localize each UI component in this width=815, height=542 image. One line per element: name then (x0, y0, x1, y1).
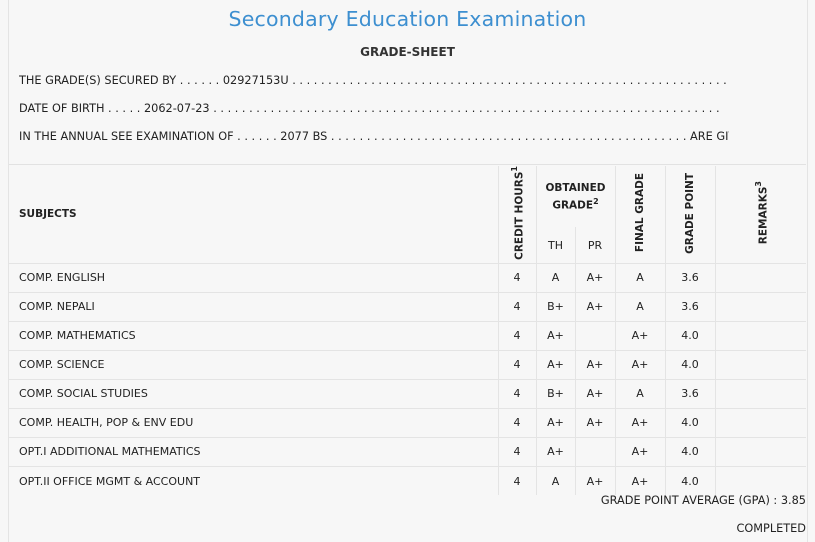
remarks-cell (714, 407, 806, 438)
practical-grade-cell (574, 320, 615, 351)
remarks-header: REMARKS3 (714, 166, 806, 264)
theory-grade-cell: A+ (535, 407, 575, 438)
table-row: COMP. HEALTH, POP & ENV EDU 4 A+ A+ A+ 4.0 (9, 407, 806, 438)
final-grade-cell: A (614, 291, 665, 322)
remarks-cell (714, 436, 806, 467)
final-grade-cell: A (614, 262, 665, 293)
subject-cell: OPT.I ADDITIONAL MATHEMATICS (9, 436, 498, 467)
secured-by-line: THE GRADE(S) SECURED BY . . . . . . 0292… (19, 74, 729, 87)
theory-grade-cell: A+ (535, 349, 575, 380)
credit-hours-cell: 4 (497, 465, 536, 496)
final-grade-cell: A+ (614, 465, 665, 496)
grade-point-cell: 4.0 (664, 320, 715, 351)
practical-grade-cell: A+ (574, 378, 615, 409)
theory-grade-cell: B+ (535, 378, 575, 409)
subjects-header: SUBJECTS (19, 208, 77, 221)
remarks-cell (714, 291, 806, 322)
subject-cell: COMP. SCIENCE (9, 349, 498, 380)
theory-grade-cell: A (535, 465, 575, 496)
grade-table: SUBJECTS CREDIT HOURS1 OBTAINED GRADE2 F… (9, 166, 806, 496)
subject-cell: COMP. MATHEMATICS (9, 320, 498, 351)
final-grade-cell: A+ (614, 407, 665, 438)
grade-point-cell: 3.6 (664, 378, 715, 409)
theory-grade-cell: B+ (535, 291, 575, 322)
credit-hours-cell: 4 (497, 407, 536, 438)
practical-header: PR (574, 227, 615, 264)
practical-grade-cell: A+ (574, 349, 615, 380)
table-row: COMP. MATHEMATICS 4 A+ A+ 4.0 (9, 320, 806, 351)
table-row: COMP. NEPALI 4 B+ A+ A 3.6 (9, 291, 806, 322)
grade-point-cell: 3.6 (664, 291, 715, 322)
remarks-cell (714, 465, 806, 496)
table-row: OPT.II OFFICE MGMT & ACCOUNT 4 A A+ A+ 4.0 (9, 465, 806, 496)
date-of-birth-line: DATE OF BIRTH . . . . . 2062-07-23 . . .… (19, 102, 719, 115)
table-top-divider (9, 164, 806, 165)
final-grade-cell: A+ (614, 436, 665, 467)
credit-hours-cell: 4 (497, 349, 536, 380)
table-row: OPT.I ADDITIONAL MATHEMATICS 4 A+ A+ 4.0 (9, 436, 806, 467)
final-grade-cell: A+ (614, 349, 665, 380)
grade-sheet-heading: GRADE-SHEET (360, 45, 455, 59)
theory-grade-cell: A+ (535, 436, 575, 467)
remarks-cell (714, 378, 806, 409)
table-row: COMP. SCIENCE 4 A+ A+ A+ 4.0 (9, 349, 806, 380)
grade-point-cell: 3.6 (664, 262, 715, 293)
subject-cell: COMP. SOCIAL STUDIES (9, 378, 498, 409)
table-row: COMP. ENGLISH 4 A A+ A 3.6 (9, 262, 806, 293)
subject-cell: COMP. NEPALI (9, 291, 498, 322)
practical-grade-cell: A+ (574, 262, 615, 293)
result-status: COMPLETED (736, 522, 806, 535)
grade-point-cell: 4.0 (664, 349, 715, 380)
subject-cell: COMP. ENGLISH (9, 262, 498, 293)
credit-hours-cell: 4 (497, 378, 536, 409)
credit-hours-cell: 4 (497, 262, 536, 293)
examination-line: IN THE ANNUAL SEE EXAMINATION OF . . . .… (19, 130, 729, 143)
table-row: COMP. SOCIAL STUDIES 4 B+ A+ A 3.6 (9, 378, 806, 409)
credit-hours-header: CREDIT HOURS1 (497, 166, 536, 264)
credit-hours-cell: 4 (497, 291, 536, 322)
grade-point-cell: 4.0 (664, 436, 715, 467)
theory-grade-cell: A (535, 262, 575, 293)
page-title: Secondary Education Examination (228, 7, 587, 31)
remarks-cell (714, 262, 806, 293)
grade-point-cell: 4.0 (664, 465, 715, 496)
gpa-summary: GRADE POINT AVERAGE (GPA) : 3.85 (600, 494, 806, 507)
theory-grade-cell: A+ (535, 320, 575, 351)
final-grade-cell: A (614, 378, 665, 409)
practical-grade-cell: A+ (574, 465, 615, 496)
remarks-cell (714, 320, 806, 351)
credit-hours-cell: 4 (497, 436, 536, 467)
grade-point-header: GRADE POINT (664, 166, 715, 264)
grade-point-cell: 4.0 (664, 407, 715, 438)
final-grade-header: FINAL GRADE (614, 166, 665, 264)
practical-grade-cell: A+ (574, 407, 615, 438)
practical-grade-cell: A+ (574, 291, 615, 322)
final-grade-cell: A+ (614, 320, 665, 351)
subject-cell: OPT.II OFFICE MGMT & ACCOUNT (9, 465, 498, 496)
obtained-grade-header: OBTAINED GRADE2 (535, 166, 615, 228)
subject-cell: COMP. HEALTH, POP & ENV EDU (9, 407, 498, 438)
credit-hours-cell: 4 (497, 320, 536, 351)
theory-header: TH (535, 227, 575, 264)
remarks-cell (714, 349, 806, 380)
practical-grade-cell (574, 436, 615, 467)
